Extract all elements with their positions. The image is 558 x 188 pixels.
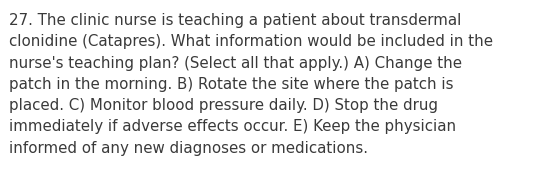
Text: 27. The clinic nurse is teaching a patient about transdermal
clonidine (Catapres: 27. The clinic nurse is teaching a patie… — [9, 13, 493, 156]
